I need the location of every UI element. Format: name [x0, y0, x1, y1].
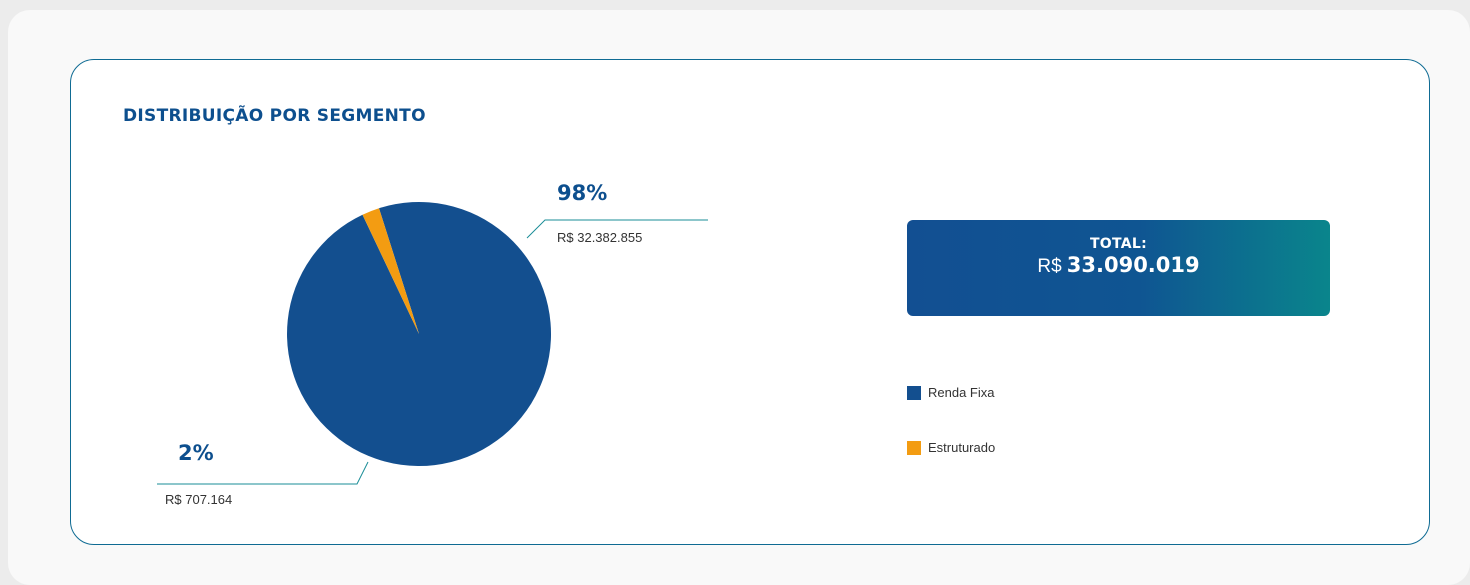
estruturado-leader-line	[157, 461, 369, 485]
estruturado-amount-label: R$ 707.164	[165, 492, 233, 507]
pie-slice-estruturado	[362, 208, 419, 334]
renda-fixa-leader-line	[526, 219, 708, 239]
total-amount: R$ 33.090.019	[907, 252, 1330, 280]
renda-fixa-percent-label: 98%	[557, 181, 608, 205]
legend-swatch-estruturado	[907, 440, 921, 455]
legend-label-renda-fixa: Renda Fixa	[928, 385, 995, 400]
total-summary-box: TOTAL: R$ 33.090.019	[907, 220, 1330, 316]
legend-swatch-renda-fixa	[907, 385, 921, 400]
total-value: 33.090.019	[1066, 253, 1200, 277]
total-currency: R$	[1037, 256, 1062, 277]
estruturado-percent-label: 2%	[178, 441, 214, 465]
legend-item-renda-fixa: Renda Fixa	[907, 385, 994, 400]
total-label: TOTAL:	[1089, 236, 1148, 252]
legend-item-estruturado: Estruturado	[907, 440, 995, 455]
pie-slice-renda-fixa	[287, 201, 552, 466]
chart-title: DISTRIBUIÇÃO POR SEGMENTO	[123, 106, 426, 126]
legend-label-estruturado: Estruturado	[928, 440, 996, 455]
renda-fixa-amount-label: R$ 32.382.855	[557, 230, 643, 245]
